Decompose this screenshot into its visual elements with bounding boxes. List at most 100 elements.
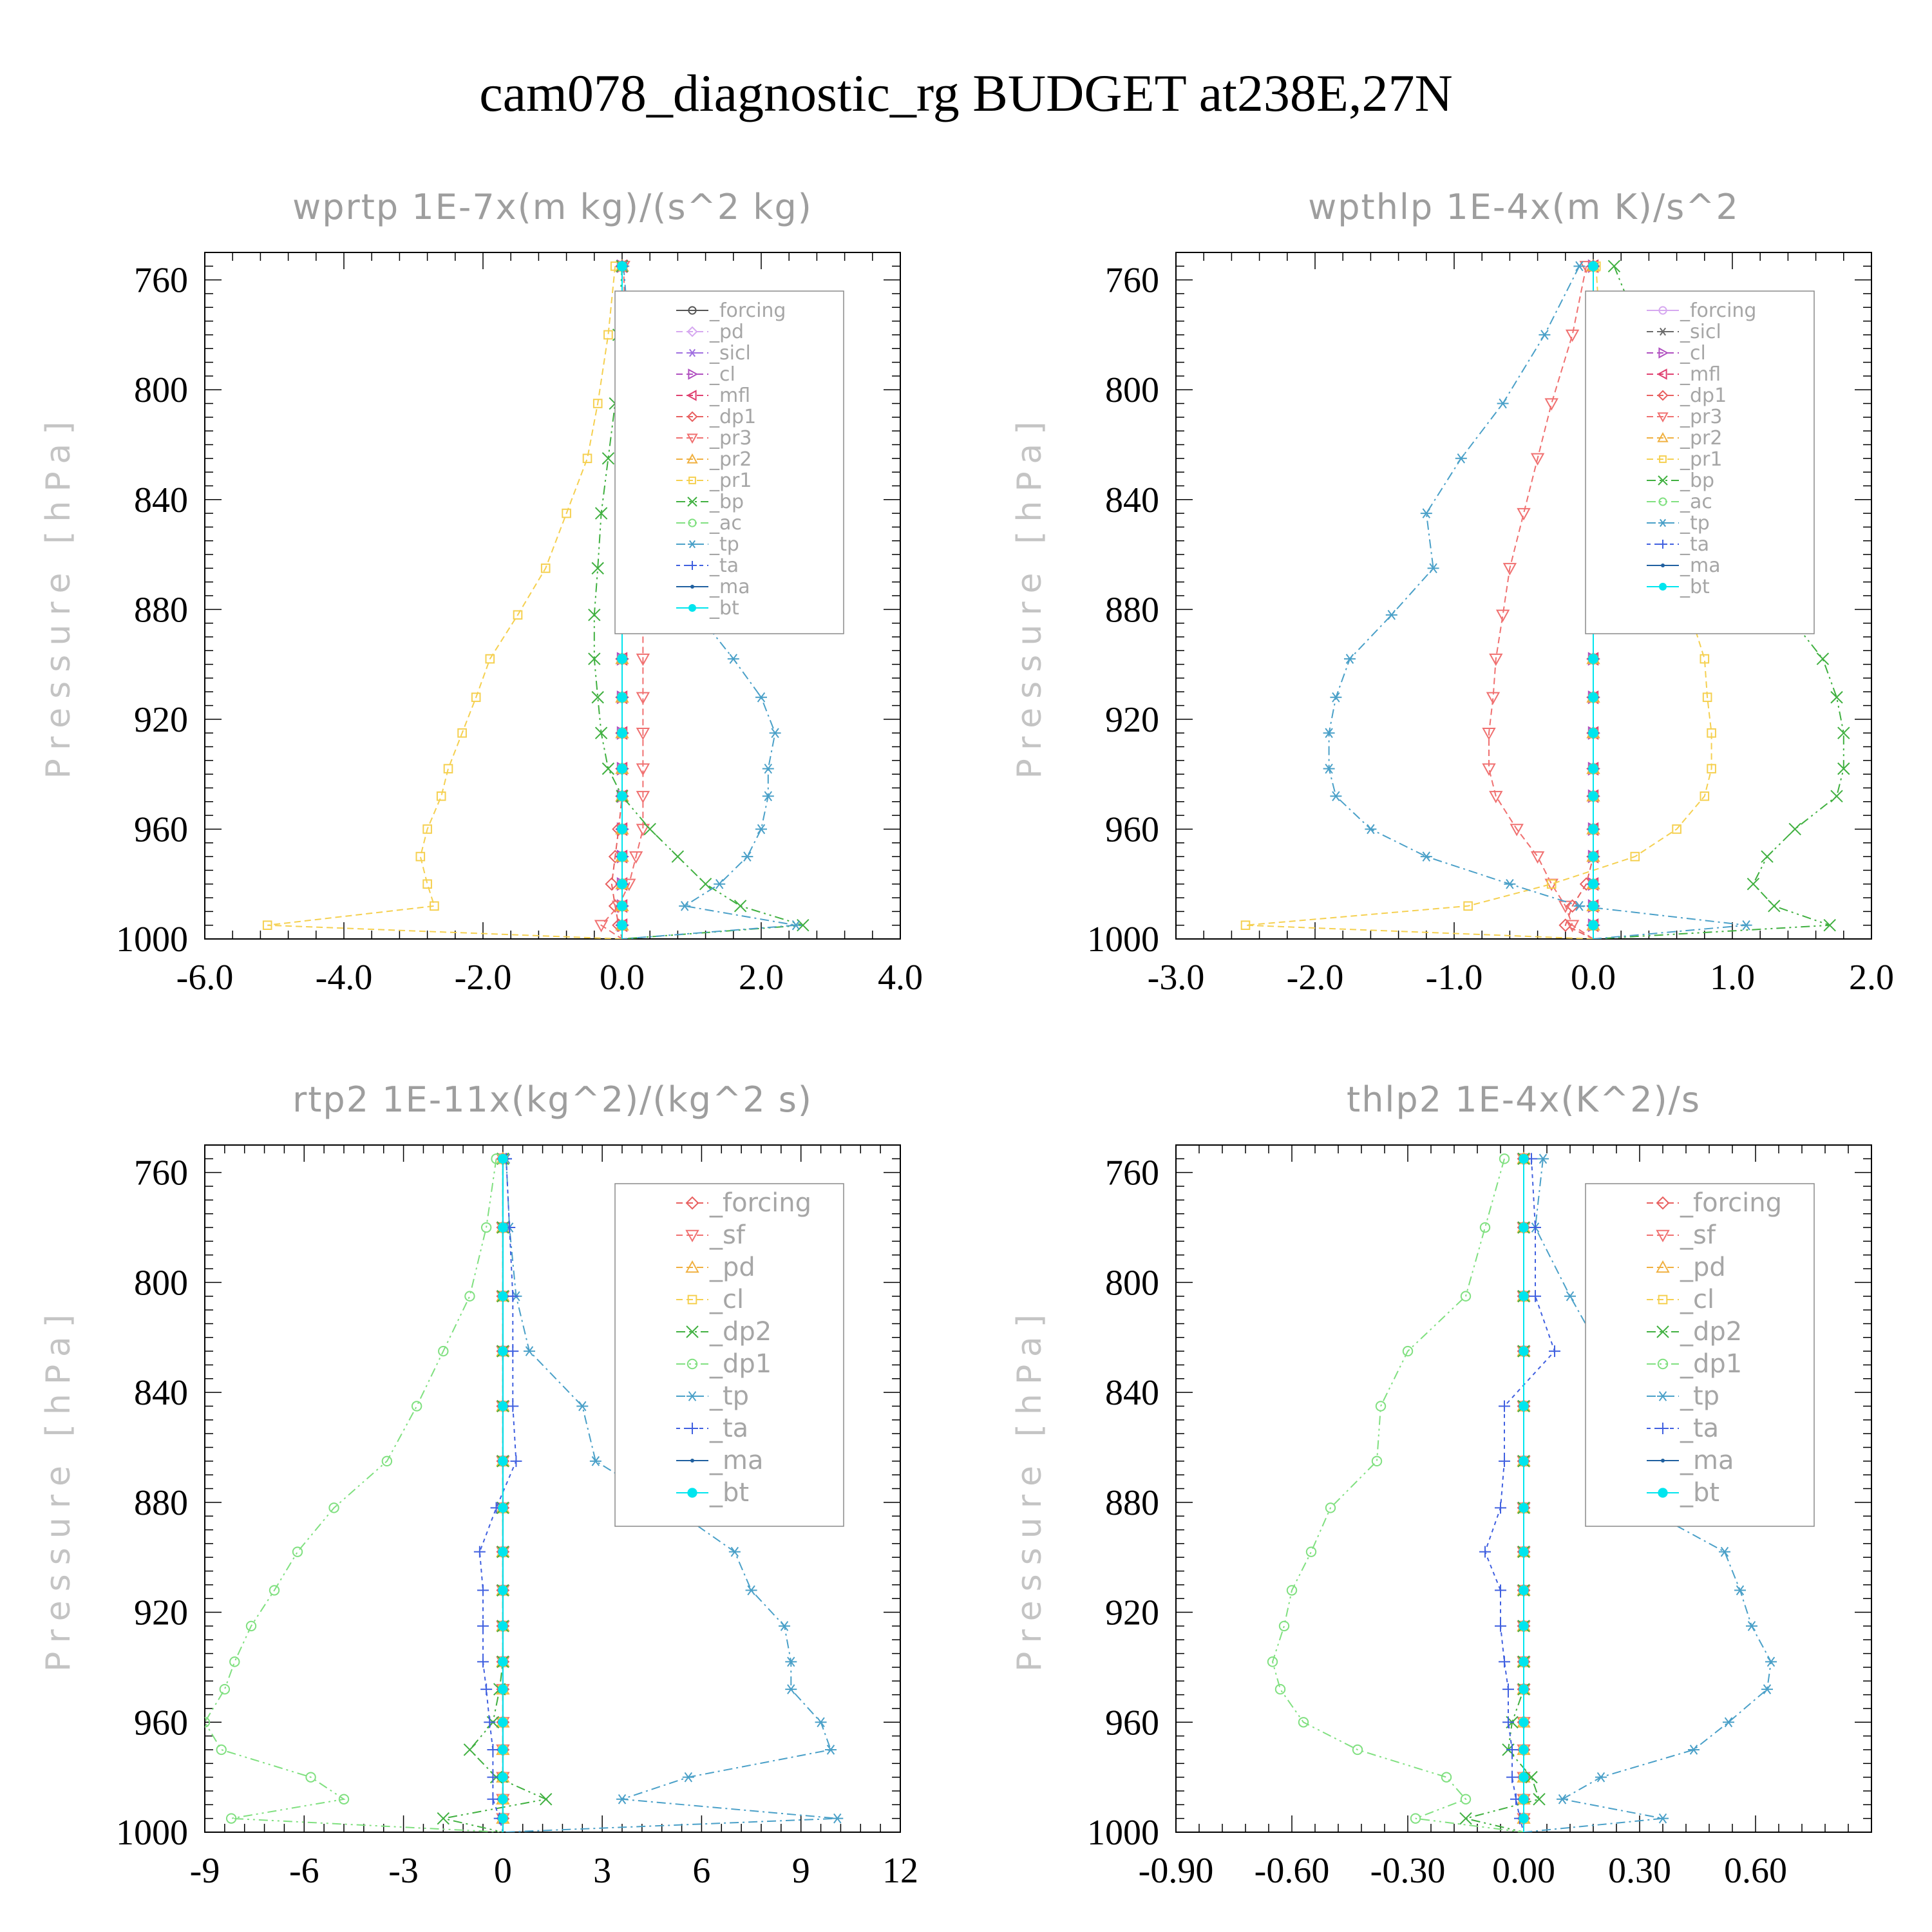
series-dp1-marker <box>245 1620 257 1632</box>
series-pr3-marker <box>636 728 650 741</box>
series-pr1-marker <box>430 901 439 911</box>
series-tp-marker <box>1765 1656 1777 1667</box>
y-tick-label: 880 <box>134 1483 188 1523</box>
x-tick-label: -2.0 <box>1287 958 1344 998</box>
x-tick-label: 12 <box>882 1851 918 1891</box>
series-bt-marker <box>1519 1346 1529 1356</box>
series-tp-marker <box>616 1794 628 1804</box>
legend-marker <box>1658 475 1668 486</box>
series-pr1-marker <box>1240 920 1251 930</box>
legend-marker <box>1657 1423 1669 1434</box>
series-pr1-marker <box>1463 901 1473 911</box>
series-tp-marker <box>1455 453 1467 464</box>
series-bt-marker <box>1519 1222 1529 1233</box>
series-pr1-marker <box>457 728 467 738</box>
legend: _forcing_sicl_cl_mfl_dp1_pr3_pr2_pr1_bp_… <box>1585 290 1815 634</box>
series-tp-marker <box>1385 610 1397 620</box>
y-tick-label: 960 <box>1105 1703 1159 1743</box>
legend-marker <box>687 1423 698 1434</box>
y-tick-label: 1000 <box>116 920 188 960</box>
series-pr1-marker <box>1700 654 1710 664</box>
legend-marker <box>685 1260 699 1273</box>
figure-title: cam078_diagnostic_rg BUDGET at238E,27N <box>479 64 1452 122</box>
series-dp1-marker <box>1558 918 1573 933</box>
legend-marker <box>685 1229 699 1243</box>
panel-title: wprtp 1E-7x(m kg)/(s^2 kg) <box>292 187 813 227</box>
series-tp-marker <box>762 791 774 802</box>
series-dp1-marker <box>1267 1656 1278 1667</box>
y-axis-label: Pressure [hPa] <box>1010 1305 1049 1672</box>
series-bp-marker <box>1830 790 1843 802</box>
legend-label: _ta <box>1680 1414 1719 1443</box>
legend-label: _pr2 <box>1680 427 1722 450</box>
legend-marker <box>687 497 697 507</box>
legend-marker <box>1658 518 1667 527</box>
series-bt <box>1519 1153 1529 1832</box>
x-tick-label: 0 <box>494 1851 512 1891</box>
series-ta-marker <box>487 1793 499 1805</box>
series-ta-marker <box>1499 1455 1510 1467</box>
series-bt-marker <box>1519 1291 1529 1302</box>
chart-panel-2: wpthlp 1E-4x(m K)/s^2 Pressure [hPa] 760 80… <box>1010 187 1894 998</box>
x-tick-label: 4.0 <box>878 958 923 998</box>
series-tp-marker <box>1573 261 1586 272</box>
series-pr3-marker <box>636 653 650 667</box>
series-ta-marker <box>510 1455 522 1467</box>
series-tp-marker <box>1719 1546 1730 1557</box>
series-dp1-marker <box>464 1291 475 1302</box>
series-pr1-marker <box>1546 879 1557 889</box>
x-tick-label: 2.0 <box>739 958 784 998</box>
series-pr1-marker <box>262 920 272 930</box>
series-ta-marker <box>1479 1546 1491 1558</box>
legend-label: _dp1 <box>709 1349 772 1379</box>
x-tick-label: 2.0 <box>1849 958 1894 998</box>
series-dp1-marker <box>269 1585 280 1596</box>
series-dp1-marker <box>1352 1744 1363 1756</box>
series-dp1-marker <box>1278 1620 1290 1632</box>
series-ta-marker <box>507 1345 519 1358</box>
series-dp1-marker <box>205 1717 211 1728</box>
series-pr1-marker <box>1630 851 1640 862</box>
series-tp-marker <box>576 1401 589 1412</box>
series-bp-marker <box>594 507 608 520</box>
legend-marker <box>1657 412 1669 423</box>
series-bt <box>498 1153 508 1832</box>
series-bt-marker <box>498 1814 508 1824</box>
series-pr1-marker <box>513 610 523 620</box>
series-bp-marker <box>734 900 747 913</box>
series-ta-marker <box>507 1400 519 1412</box>
series-bt-marker <box>1519 1717 1529 1727</box>
y-tick-label: 880 <box>1105 590 1159 630</box>
series-tp-marker <box>1746 1621 1757 1631</box>
series-ta-marker <box>480 1683 493 1696</box>
legend-label: _bt <box>709 1478 749 1508</box>
legend-marker <box>688 518 697 527</box>
series-pr1-marker <box>471 692 481 703</box>
x-tick-label: 0.00 <box>1492 1851 1555 1891</box>
x-tick-label: 9 <box>792 1851 810 1891</box>
y-tick-label: 760 <box>1105 261 1159 301</box>
series-pr3-marker <box>1489 653 1503 667</box>
x-tick-label: 0.0 <box>1571 958 1616 998</box>
legend-label: _dp1 <box>1680 384 1727 407</box>
series-dp1-marker <box>1375 1401 1387 1412</box>
series-dp1-marker <box>1566 899 1580 913</box>
series-ta-marker <box>484 1716 496 1728</box>
series-tp-marker <box>1657 1813 1669 1824</box>
series-dp1-marker <box>1325 1502 1336 1513</box>
legend-label: _cl <box>709 1285 744 1314</box>
series-tp-marker <box>1504 878 1516 889</box>
series-bp-marker <box>601 452 615 465</box>
legend-marker <box>688 306 697 315</box>
series-ta-marker <box>473 1546 486 1558</box>
series-dp1-marker <box>1441 1772 1452 1783</box>
panel-title: rtp2 1E-11x(kg^2)/(kg^2 s) <box>292 1079 813 1120</box>
series-bp-marker <box>1837 762 1850 775</box>
series-tp-marker <box>762 763 774 774</box>
series-tp-marker <box>815 1717 827 1728</box>
series-pr1-marker <box>415 851 426 862</box>
series-tp-marker <box>1539 330 1551 340</box>
legend-marker <box>1657 1391 1669 1401</box>
legend-marker <box>1657 390 1669 401</box>
